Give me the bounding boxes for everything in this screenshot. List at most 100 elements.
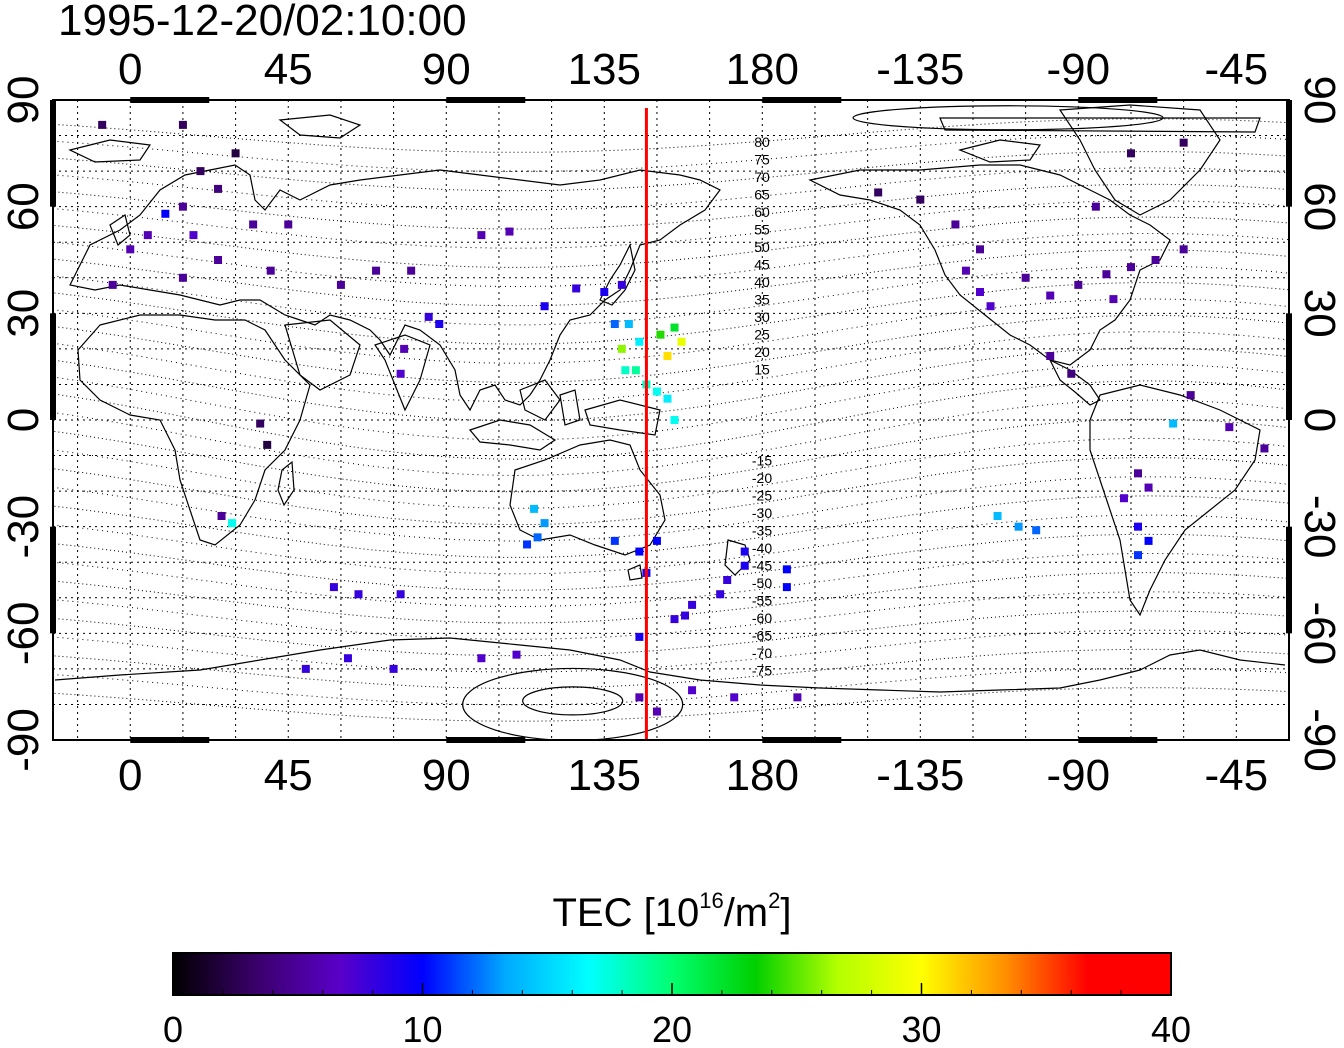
tec-point: [1046, 352, 1055, 360]
lon-tick-top: -90: [1047, 45, 1111, 94]
contour-line: [53, 437, 1289, 509]
lon-tick-bottom: -90: [1047, 751, 1111, 800]
contour-line: [53, 314, 1289, 383]
contour-label: 35: [754, 292, 770, 308]
tec-point: [631, 366, 640, 375]
lat-tick-left: 0: [0, 408, 48, 432]
tec-point: [1126, 263, 1135, 272]
tec-point: [540, 519, 549, 528]
tec-point: [740, 547, 749, 556]
tec-point: [189, 231, 198, 240]
frame-band: [50, 313, 56, 420]
lat-tick-left: -60: [0, 602, 48, 666]
tec-point: [530, 504, 539, 513]
lat-tick-right: 90: [1295, 76, 1344, 125]
tec-point: [688, 686, 697, 695]
tec-point: [400, 344, 409, 353]
tec-point: [1134, 469, 1143, 478]
frame-band: [1286, 313, 1292, 420]
frame-band: [762, 97, 842, 103]
contour-label: 45: [754, 257, 770, 273]
tec-point: [1186, 391, 1195, 400]
tec-point: [610, 536, 619, 545]
contour-label: -20: [752, 470, 772, 486]
contour-line: [53, 648, 1289, 689]
contour-line: [53, 134, 1289, 173]
contour-label: 60: [754, 204, 770, 220]
contour-line: [53, 572, 1289, 624]
tec-point: [670, 416, 679, 424]
tec-point: [407, 266, 416, 275]
lon-tick-bottom: 45: [264, 751, 313, 800]
tec-point: [143, 231, 152, 240]
contour-label: -70: [752, 645, 772, 661]
tec-point: [993, 512, 1002, 520]
tec-point: [161, 209, 170, 218]
lon-tick-top: -45: [1205, 45, 1269, 94]
tec-point: [1046, 291, 1055, 300]
frame-band: [762, 737, 842, 743]
coastlines: [54, 104, 1286, 693]
contour-label: -15: [752, 452, 772, 468]
tec-point: [512, 650, 521, 659]
contour-label: 15: [754, 362, 770, 378]
frame-tick-bands: [50, 97, 1292, 743]
colorbar-tick-label: 40: [1151, 1009, 1191, 1048]
contour-label: 75: [754, 151, 770, 167]
contour-label: -25: [752, 487, 772, 503]
tec-point: [624, 320, 633, 328]
tec-point: [663, 352, 672, 360]
tec-point: [477, 654, 486, 663]
contour-label: 70: [754, 169, 770, 185]
frame-band: [1286, 100, 1292, 207]
contour-label: 65: [754, 187, 770, 203]
tec-point: [986, 302, 995, 311]
contour-loop: [462, 667, 684, 740]
lon-tick-bottom: -135: [876, 751, 964, 800]
colorbar-title-suffix: ]: [780, 891, 792, 935]
contour-label: -55: [752, 593, 772, 609]
frame-band: [1078, 737, 1158, 743]
tec-point: [1169, 419, 1178, 428]
tec-point: [610, 320, 619, 328]
tec-point: [372, 266, 381, 275]
contour-label: 50: [754, 239, 770, 255]
contour-line: [53, 265, 1289, 326]
tec-point: [740, 561, 749, 570]
contour-line: [53, 363, 1289, 441]
tec-point: [716, 590, 725, 599]
tec-point: [1102, 270, 1111, 279]
tec-point: [343, 654, 352, 663]
lat-tick-left: -30: [0, 495, 48, 559]
contour-label: 30: [754, 309, 770, 325]
tec-point: [540, 302, 549, 311]
tec-point: [435, 320, 444, 328]
tec-point: [178, 273, 187, 282]
frame-band: [446, 737, 526, 743]
tec-point: [256, 419, 265, 428]
contour-label: -65: [752, 628, 772, 644]
contour-line: [53, 232, 1289, 288]
lon-tick-bottom: -45: [1205, 751, 1269, 800]
tec-point: [656, 330, 665, 339]
contour-line: [53, 457, 1289, 526]
tec-point: [1144, 536, 1153, 545]
tec-point: [98, 120, 107, 129]
tec-point: [976, 245, 984, 254]
tec-point: [782, 583, 791, 592]
contour-line: [53, 200, 1289, 249]
tec-point: [389, 664, 398, 673]
contour-line: [53, 533, 1289, 591]
frame-band: [130, 737, 210, 743]
lon-tick-top: 135: [568, 45, 641, 94]
tec-point: [951, 220, 960, 229]
tec-point: [1179, 245, 1188, 254]
tec-point: [635, 547, 644, 556]
tec-point: [1014, 522, 1023, 531]
contour-line: [53, 552, 1289, 608]
tec-point: [1126, 149, 1135, 158]
tec-point: [266, 266, 275, 275]
tec-point: [652, 387, 661, 396]
tec-point: [681, 611, 690, 620]
